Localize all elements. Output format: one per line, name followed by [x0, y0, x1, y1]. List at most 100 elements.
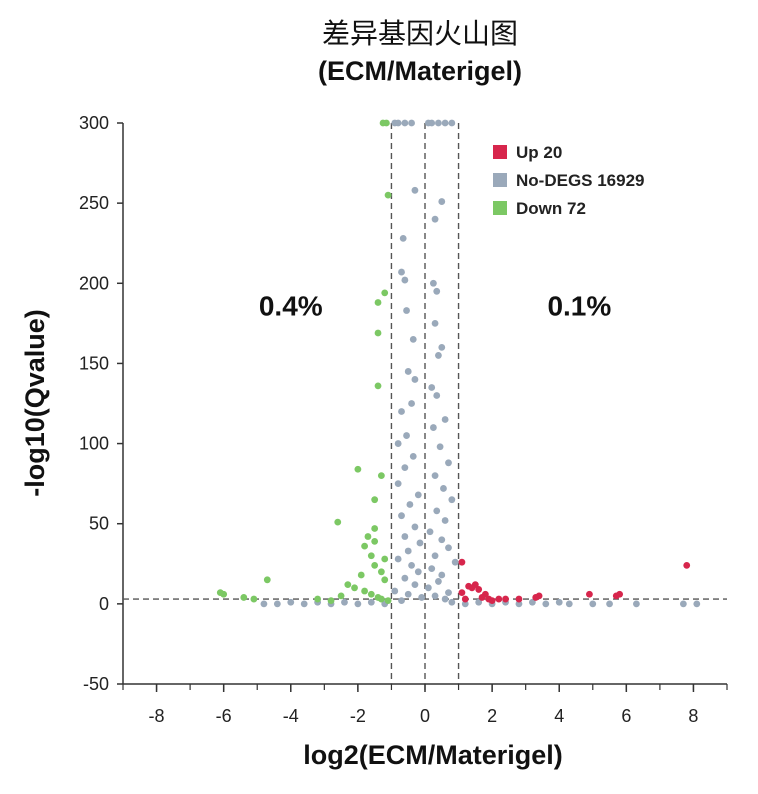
- data-point: [371, 525, 379, 532]
- data-point: [384, 597, 392, 605]
- y-tick-label: 200: [79, 273, 109, 293]
- data-point: [327, 597, 335, 605]
- data-point: [441, 517, 449, 524]
- data-point: [438, 344, 446, 351]
- data-point: [364, 533, 372, 540]
- legend-swatch: [493, 201, 507, 215]
- data-point: [260, 600, 268, 608]
- data-point: [435, 352, 442, 359]
- legend-label: Up 20: [516, 143, 562, 162]
- data-point: [475, 586, 483, 593]
- data-point: [381, 289, 389, 297]
- data-point: [606, 600, 613, 608]
- data-point: [344, 581, 352, 589]
- y-tick-label: 0: [99, 594, 109, 614]
- data-point: [404, 368, 412, 375]
- data-point: [633, 600, 640, 608]
- y-tick-label: 50: [89, 514, 109, 534]
- legend: Up 20 No-DEGS 16929 Down 72: [493, 143, 645, 218]
- data-point: [371, 496, 379, 504]
- x-axis-title: log2(ECM/Materigel): [303, 740, 563, 770]
- data-point: [428, 565, 436, 572]
- data-point: [431, 319, 439, 327]
- data-points: [216, 119, 701, 608]
- threshold-lines: [123, 123, 727, 684]
- data-point: [441, 119, 449, 127]
- data-point: [374, 382, 382, 390]
- data-point: [429, 424, 437, 431]
- data-point: [384, 191, 392, 199]
- data-point: [367, 590, 375, 598]
- data-point: [351, 584, 358, 592]
- data-point: [515, 595, 523, 603]
- data-point: [431, 592, 439, 600]
- data-point: [367, 552, 375, 560]
- data-point: [445, 589, 452, 597]
- x-tick-label: -2: [350, 706, 366, 726]
- x-tick-label: 6: [621, 706, 631, 726]
- data-point: [263, 576, 271, 584]
- data-point: [334, 518, 342, 526]
- data-point: [398, 408, 405, 415]
- data-point: [401, 533, 409, 540]
- legend-swatch: [493, 173, 507, 187]
- data-point: [448, 598, 456, 606]
- data-point: [403, 432, 410, 439]
- y-tick-label: -50: [83, 674, 109, 694]
- x-tick-label: 4: [554, 706, 564, 726]
- data-point: [458, 558, 466, 566]
- data-point: [465, 582, 473, 590]
- data-point: [357, 571, 365, 579]
- data-point: [485, 595, 493, 603]
- data-point: [377, 595, 385, 603]
- data-point: [398, 268, 405, 276]
- data-point: [441, 595, 449, 603]
- data-point: [300, 600, 308, 608]
- data-point: [287, 598, 295, 606]
- data-point: [403, 307, 410, 314]
- y-tick-label: 250: [79, 193, 109, 213]
- percentage-annotation: 0.4%: [259, 290, 323, 321]
- data-point: [394, 119, 402, 127]
- data-point: [354, 600, 362, 608]
- legend-label: Down 72: [516, 199, 586, 218]
- x-tick-label: -4: [283, 706, 299, 726]
- data-point: [374, 329, 382, 337]
- data-point: [411, 523, 419, 531]
- data-point: [589, 600, 597, 608]
- percentage-annotation: 0.1%: [547, 290, 611, 321]
- x-tick-label: 2: [487, 706, 497, 726]
- data-point: [377, 568, 385, 576]
- data-point: [394, 480, 402, 488]
- data-point: [441, 416, 449, 423]
- data-point: [586, 590, 593, 598]
- data-point: [399, 235, 407, 242]
- data-point: [429, 279, 437, 287]
- data-point: [408, 119, 415, 127]
- data-point: [445, 459, 452, 467]
- data-point: [394, 555, 402, 563]
- data-point: [408, 561, 415, 569]
- data-point: [438, 198, 446, 205]
- data-point: [220, 590, 228, 598]
- data-point: [371, 561, 379, 569]
- data-point: [401, 276, 409, 284]
- data-point: [683, 561, 691, 569]
- data-point: [478, 594, 486, 601]
- data-point: [448, 496, 456, 504]
- data-point: [361, 587, 368, 595]
- data-point: [448, 119, 456, 127]
- data-point: [381, 555, 389, 563]
- data-point: [354, 465, 362, 473]
- data-point: [433, 392, 441, 399]
- data-point: [414, 568, 422, 576]
- data-point: [416, 539, 424, 547]
- data-point: [428, 119, 436, 127]
- data-point: [431, 215, 439, 223]
- data-point: [240, 594, 248, 601]
- data-point: [391, 587, 399, 595]
- data-point: [341, 598, 348, 606]
- legend-label: No-DEGS 16929: [516, 171, 645, 190]
- data-point: [693, 600, 701, 608]
